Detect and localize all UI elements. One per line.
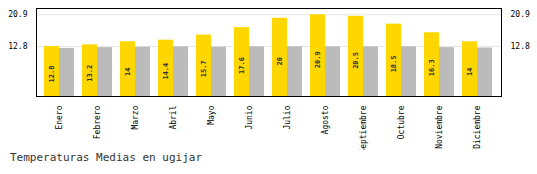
- svg-text:Noviembre: Noviembre: [435, 105, 444, 149]
- svg-text:Agosto: Agosto: [321, 105, 330, 134]
- svg-text:20.5: 20.5: [352, 52, 360, 69]
- html-text:Temperaturas Medias en ugijar: Temperaturas Medias en ugijar: [10, 151, 203, 164]
- svg-text:Diciembre: Diciembre: [473, 105, 482, 149]
- svg-text:13.2: 13.2: [86, 65, 94, 82]
- svg-text:Marzo: Marzo: [131, 105, 140, 129]
- svg-text:Febrero: Febrero: [93, 105, 102, 139]
- svg-text:20.9: 20.9: [511, 10, 530, 19]
- svg-text:20: 20: [276, 57, 284, 65]
- svg-text:Abril: Abril: [169, 105, 178, 129]
- svg-text:Septiembre: Septiembre: [359, 105, 368, 150]
- svg-text:Enero: Enero: [55, 105, 64, 129]
- svg-text:Mayo: Mayo: [207, 105, 216, 124]
- svg-text:14: 14: [466, 68, 474, 76]
- svg-text:12.8: 12.8: [48, 66, 56, 83]
- svg-text:16.3: 16.3: [428, 59, 436, 76]
- svg-text:Junio: Junio: [245, 105, 254, 129]
- svg-text:18.5: 18.5: [390, 56, 398, 73]
- svg-text:14.4: 14.4: [162, 63, 170, 80]
- svg-text:Octubre: Octubre: [397, 105, 406, 139]
- svg-text:15.7: 15.7: [200, 60, 208, 77]
- svg-text:20.9: 20.9: [8, 10, 27, 19]
- svg-text:17.6: 17.6: [238, 57, 246, 74]
- svg-text:12.8: 12.8: [8, 42, 27, 51]
- svg-text:14: 14: [124, 68, 132, 76]
- svg-text:Julio: Julio: [283, 105, 292, 129]
- svg-text:20.9: 20.9: [314, 51, 322, 68]
- svg-text:12.8: 12.8: [511, 42, 530, 51]
